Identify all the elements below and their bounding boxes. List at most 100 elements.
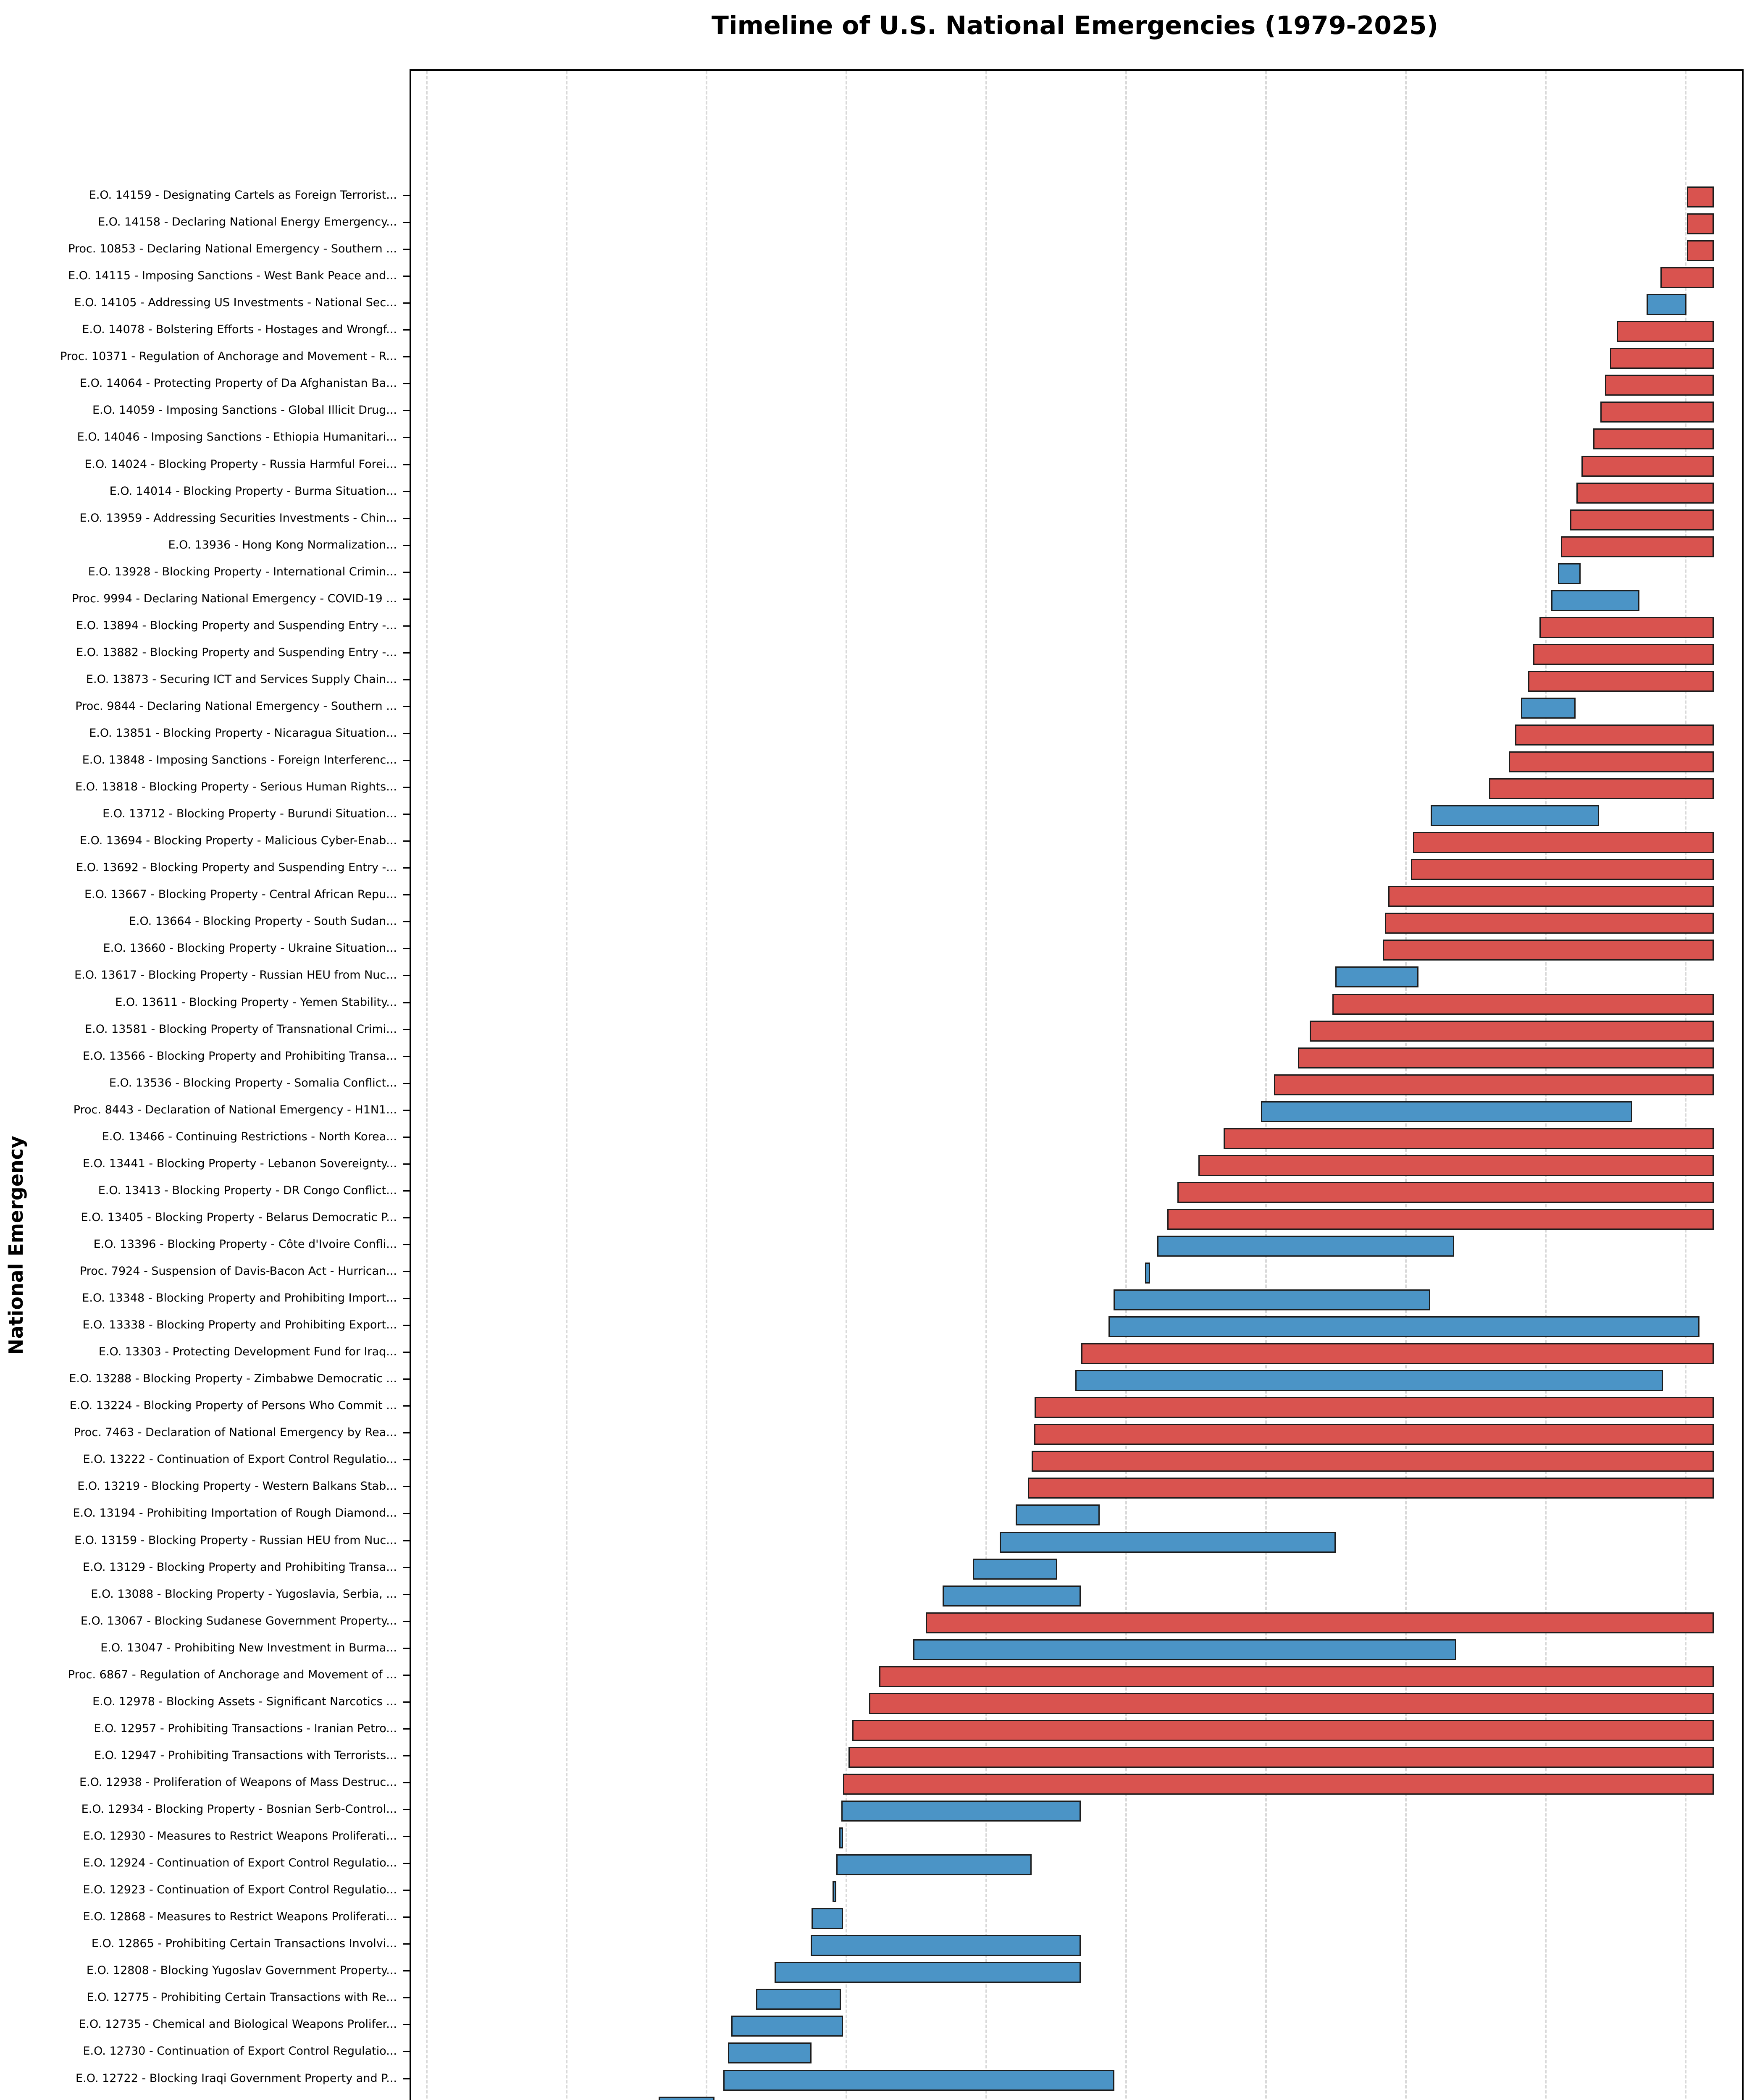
y-tick bbox=[403, 679, 410, 680]
row-label: E.O. 13466 - Continuing Restrictions - N… bbox=[102, 1130, 397, 1143]
y-tick bbox=[403, 1486, 410, 1488]
row-label: E.O. 13129 - Blocking Property and Prohi… bbox=[83, 1560, 397, 1574]
y-tick bbox=[403, 760, 410, 761]
timeline-bar bbox=[1198, 1155, 1714, 1176]
row-label: E.O. 13067 - Blocking Sudanese Governmen… bbox=[80, 1614, 397, 1628]
row-label: E.O. 13303 - Protecting Development Fund… bbox=[98, 1345, 397, 1359]
timeline-bar bbox=[1610, 348, 1714, 369]
timeline-bar bbox=[1570, 509, 1714, 530]
y-tick bbox=[403, 1916, 410, 1918]
y-tick bbox=[403, 1163, 410, 1165]
row-label: Proc. 7924 - Suspension of Davis-Bacon A… bbox=[79, 1265, 397, 1278]
y-tick bbox=[403, 410, 410, 412]
row-label: E.O. 13413 - Blocking Property - DR Cong… bbox=[98, 1184, 397, 1197]
timeline-bar bbox=[1388, 886, 1714, 907]
timeline-bar bbox=[728, 2042, 812, 2064]
timeline-bar bbox=[1035, 1397, 1714, 1418]
y-tick bbox=[403, 1082, 410, 1084]
row-label: E.O. 13219 - Blocking Property - Western… bbox=[77, 1480, 397, 1493]
timeline-bar bbox=[1383, 940, 1714, 961]
timeline-bar bbox=[1167, 1208, 1714, 1230]
timeline-bar bbox=[1593, 428, 1714, 450]
plot-area bbox=[410, 69, 1744, 2100]
y-tick bbox=[403, 1863, 410, 1864]
y-tick bbox=[403, 1432, 410, 1434]
timeline-bar bbox=[1145, 1263, 1150, 1284]
y-tick bbox=[403, 383, 410, 385]
timeline-bar bbox=[811, 1908, 843, 1929]
timeline-bar bbox=[1515, 724, 1714, 746]
row-label: E.O. 13222 - Continuation of Export Cont… bbox=[83, 1453, 397, 1466]
timeline-bar bbox=[1509, 751, 1714, 773]
row-label: E.O. 13694 - Blocking Property - Malicio… bbox=[79, 834, 397, 848]
y-tick bbox=[403, 1970, 410, 1972]
y-tick bbox=[403, 1540, 410, 1541]
y-tick bbox=[403, 598, 410, 600]
row-label: E.O. 14078 - Bolstering Efforts - Hostag… bbox=[82, 323, 397, 336]
timeline-bar bbox=[1075, 1370, 1663, 1391]
timeline-bar bbox=[839, 1827, 843, 1849]
row-label: E.O. 12735 - Chemical and Biological Wea… bbox=[79, 2018, 397, 2031]
y-tick bbox=[403, 437, 410, 438]
timeline-bar bbox=[1028, 1478, 1714, 1499]
timeline-bar bbox=[1108, 1316, 1699, 1338]
y-tick bbox=[403, 948, 410, 950]
row-label: E.O. 13851 - Blocking Property - Nicarag… bbox=[89, 727, 397, 740]
timeline-bar bbox=[1113, 1289, 1431, 1311]
row-label: E.O. 13288 - Blocking Property - Zimbabw… bbox=[69, 1372, 397, 1386]
timeline-bar bbox=[723, 2069, 1114, 2091]
timeline-bar bbox=[1646, 294, 1687, 315]
timeline-bar bbox=[1617, 321, 1714, 342]
y-tick bbox=[403, 329, 410, 331]
row-label: E.O. 13338 - Blocking Property and Prohi… bbox=[82, 1318, 397, 1332]
y-tick bbox=[403, 1405, 410, 1407]
timeline-bar bbox=[836, 1854, 1032, 1876]
timeline-bar bbox=[852, 1719, 1714, 1741]
timeline-bar bbox=[1551, 590, 1639, 611]
timeline-bar bbox=[1413, 832, 1714, 853]
row-label: E.O. 14064 - Protecting Property of Da A… bbox=[79, 377, 397, 390]
row-label: E.O. 14159 - Designating Cartels as Fore… bbox=[89, 189, 397, 202]
y-tick bbox=[403, 706, 410, 707]
timeline-bar bbox=[943, 1585, 1081, 1606]
row-label: E.O. 12923 - Continuation of Export Cont… bbox=[83, 1883, 397, 1897]
timeline-bar bbox=[1660, 267, 1714, 289]
y-axis-title: National Emergency bbox=[5, 1136, 27, 1355]
row-label: E.O. 13566 - Blocking Property and Prohi… bbox=[83, 1049, 397, 1063]
y-tick bbox=[403, 1620, 410, 1622]
y-tick bbox=[403, 1674, 410, 1676]
timeline-bar bbox=[1558, 563, 1581, 584]
y-tick bbox=[403, 840, 410, 842]
row-label: E.O. 13894 - Blocking Property and Suspe… bbox=[76, 619, 397, 632]
y-tick bbox=[403, 894, 410, 896]
y-tick bbox=[403, 1244, 410, 1245]
y-tick bbox=[403, 2051, 410, 2053]
timeline-bar bbox=[848, 1746, 1714, 1768]
row-label: E.O. 13928 - Blocking Property - Interna… bbox=[88, 565, 397, 578]
row-label: E.O. 14024 - Blocking Property - Russia … bbox=[84, 457, 397, 471]
row-label: E.O. 13818 - Blocking Property - Serious… bbox=[75, 780, 397, 794]
y-tick bbox=[403, 1809, 410, 1810]
timeline-bar bbox=[1411, 859, 1714, 880]
timeline-bar bbox=[810, 1935, 1081, 1956]
timeline-bar bbox=[1581, 455, 1714, 477]
row-label: E.O. 13611 - Blocking Property - Yemen S… bbox=[115, 995, 397, 1009]
gridline-2005 bbox=[1125, 71, 1127, 2100]
y-tick bbox=[403, 1890, 410, 1891]
y-tick bbox=[403, 276, 410, 277]
timeline-bar bbox=[1177, 1181, 1714, 1203]
row-label: E.O. 12868 - Measures to Restrict Weapon… bbox=[83, 1910, 397, 1924]
y-tick bbox=[403, 975, 410, 976]
row-label: Proc. 9994 - Declaring National Emergenc… bbox=[72, 592, 397, 605]
y-tick bbox=[403, 222, 410, 223]
row-label: E.O. 12947 - Prohibiting Transactions wi… bbox=[94, 1748, 397, 1762]
y-tick bbox=[403, 1136, 410, 1138]
y-tick bbox=[403, 1701, 410, 1703]
y-tick bbox=[403, 1190, 410, 1192]
timeline-bar bbox=[913, 1639, 1457, 1660]
y-tick bbox=[403, 517, 410, 519]
row-label: E.O. 12775 - Prohibiting Certain Transac… bbox=[87, 1991, 397, 2004]
gridline-1990 bbox=[706, 71, 708, 2100]
row-label: E.O. 14059 - Imposing Sanctions - Global… bbox=[92, 404, 397, 417]
row-label: E.O. 12938 - Proliferation of Weapons of… bbox=[79, 1775, 397, 1789]
